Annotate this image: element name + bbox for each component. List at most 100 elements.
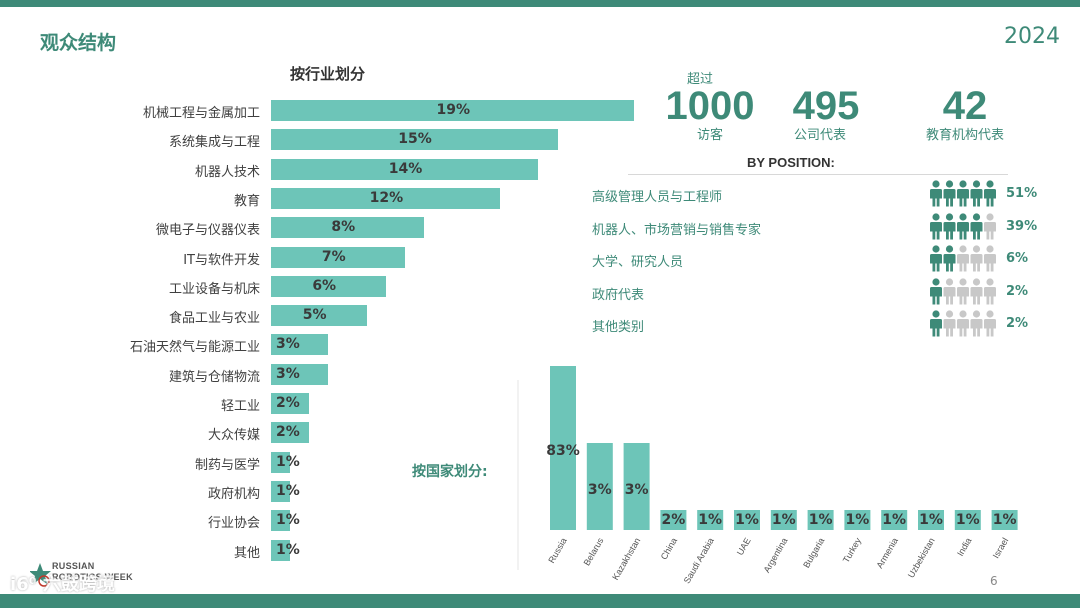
position-label: 机器人、市场营销与销售专家 [592, 222, 762, 238]
industry-bar [271, 187, 501, 209]
education-number: 42 [942, 84, 988, 128]
country-value-label: 1% [846, 512, 870, 528]
country-bar [623, 443, 650, 530]
country-tick-label: Russia [546, 536, 568, 565]
position-percent: 2% [1006, 316, 1029, 331]
industry-label: 政府机构 [207, 486, 260, 502]
industry-bar [271, 422, 310, 444]
industry-bar [271, 275, 386, 297]
industry-bar [271, 539, 291, 561]
visitors-label: 访客 [696, 128, 723, 143]
country-tick-label: Uzbekistan [906, 536, 937, 580]
position-label: 高级管理人员与工程师 [592, 190, 723, 205]
country-tick-label: Turkey [841, 536, 863, 565]
page-number: 6 [990, 574, 998, 588]
country-value-label: 1% [882, 512, 906, 528]
industry-value-label: 1% [276, 512, 300, 529]
industry-bar [271, 451, 291, 473]
country-value-label: 1% [735, 512, 759, 528]
industry-bar [271, 246, 405, 268]
industry-bar [271, 129, 558, 151]
industry-value-label: 15% [398, 131, 432, 148]
country-bar [697, 510, 724, 530]
industry-label: 石油天然气与能源工业 [129, 340, 260, 356]
country-bar [734, 510, 760, 530]
industry-bar [271, 334, 329, 356]
industry-value-label: 14% [388, 160, 423, 177]
country-bar [660, 510, 687, 530]
industry-label: 制药与医学 [194, 457, 260, 473]
industry-value-label: 5% [302, 307, 327, 324]
country-tick-label: Armenia [875, 536, 900, 570]
industry-label: IT与软件开发 [183, 252, 260, 268]
industry-value-label: 7% [321, 248, 346, 265]
industry-value-label: 8% [331, 219, 356, 236]
country-tick-label: Argentina [762, 536, 790, 574]
country-tick-label: India [955, 536, 973, 558]
industry-value-label: 12% [369, 189, 404, 206]
industry-bar [271, 363, 329, 385]
companies-label: 公司代表 [793, 128, 846, 143]
country-bar [807, 510, 834, 530]
country-value-label: 1% [956, 512, 980, 528]
person-icons [930, 180, 1000, 212]
industry-bar [271, 393, 310, 414]
industry-value-label: 1% [276, 482, 300, 499]
country-chart-title: 按国家划分: [412, 464, 488, 480]
person-icons [930, 212, 1000, 245]
country-bar [881, 510, 908, 530]
industry-value-label: 3% [276, 336, 300, 353]
country-bar [586, 443, 613, 530]
logo-line2: ROBOTICS WEEK [52, 572, 133, 582]
industry-label: 系统集成与工程 [168, 135, 260, 151]
country-tick-label: Kazakhstan [610, 536, 642, 582]
country-bar [991, 510, 1018, 530]
country-tick-label: Belarus [582, 536, 606, 568]
country-tick-label: China [659, 536, 679, 561]
country-value-label: 1% [919, 512, 943, 528]
watermark: i6⁰ 六鼓跨境 [10, 574, 115, 595]
person-icons [930, 310, 1000, 342]
person-icons [930, 245, 1000, 277]
industry-bar [271, 510, 291, 532]
position-percent: 51% [1006, 186, 1038, 201]
position-percent: 6% [1006, 251, 1029, 266]
person-icons [930, 277, 1000, 310]
industry-label: 轻工业 [220, 399, 260, 414]
country-value-label: 2% [662, 512, 686, 528]
logo-line1: RUSSIAN [52, 561, 95, 571]
industry-label: 工业设备与机床 [168, 281, 260, 297]
position-title: BY POSITION: [747, 155, 835, 170]
industry-label: 教育 [233, 193, 260, 209]
industry-label: 其他 [233, 545, 260, 561]
companies-number: 495 [792, 84, 860, 128]
country-value-label: 3% [625, 482, 649, 498]
country-tick-label: Bulgaria [801, 536, 826, 570]
position-label: 政府代表 [592, 287, 645, 303]
year-label: 2024 [1004, 24, 1060, 49]
industry-label: 微电子与仪器仪表 [155, 223, 260, 239]
top-accent-bar [0, 0, 1080, 7]
industry-bar [271, 217, 424, 239]
industry-chart-title: 按行业划分 [290, 65, 366, 83]
country-value-label: 83% [546, 443, 580, 459]
industry-bar [271, 158, 539, 180]
country-bar [550, 366, 576, 530]
industry-value-label: 19% [436, 102, 471, 118]
industry-value-label: 2% [276, 424, 300, 441]
country-tick-label: UAE [735, 536, 753, 557]
industry-bar [271, 480, 291, 502]
country-bar [918, 510, 944, 530]
industry-bar [271, 305, 367, 327]
country-value-label: 1% [809, 512, 833, 528]
country-value-label: 3% [588, 482, 612, 498]
position-label: 大学、研究人员 [592, 255, 684, 270]
industry-bar [271, 100, 634, 121]
education-label: 教育机构代表 [925, 128, 1004, 143]
country-bar-chart: 83% Russia 3% Belarus 3% Kazakhstan 2% China 1% S… [517, 366, 1018, 585]
industry-label: 行业协会 [207, 516, 260, 532]
country-bar [770, 510, 797, 530]
country-value-label: 1% [993, 512, 1017, 528]
industry-label: 食品工业与农业 [168, 311, 260, 327]
industry-value-label: 3% [276, 365, 300, 382]
